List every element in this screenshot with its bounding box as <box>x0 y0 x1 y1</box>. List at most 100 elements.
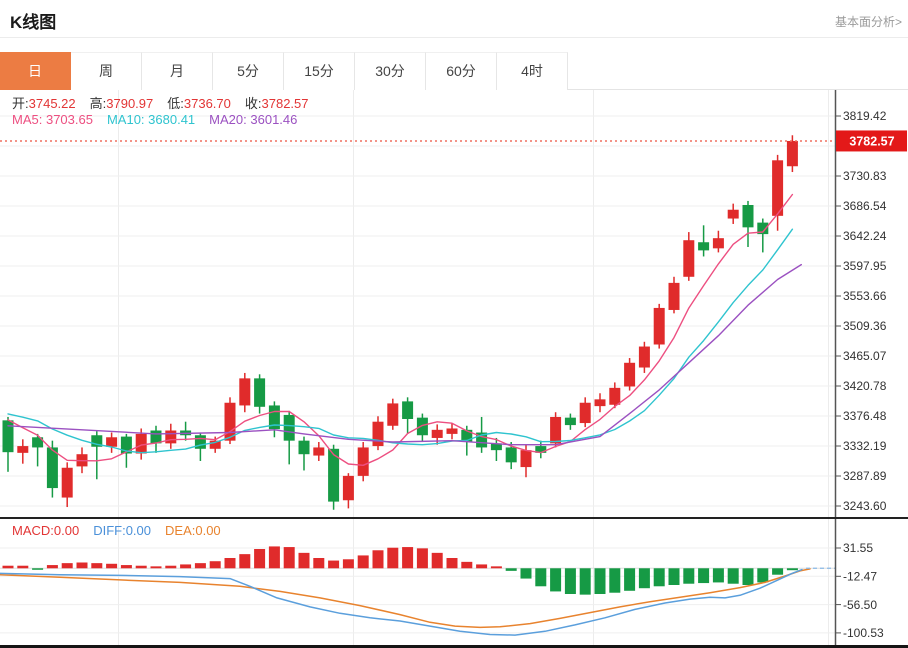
histogram-bar <box>579 568 591 595</box>
candle-body <box>727 209 739 219</box>
histogram-bar <box>757 568 769 583</box>
ma5-label: MA5: <box>12 112 43 127</box>
dea-value: 0.00 <box>195 523 221 538</box>
widget-bottom-border <box>0 645 908 648</box>
macd-histogram <box>2 546 798 595</box>
high-label: 高: <box>89 96 107 111</box>
histogram-bar <box>742 568 754 585</box>
axis-label: 3243.60 <box>843 499 887 513</box>
candle-body <box>17 446 29 453</box>
candle-body <box>786 140 798 167</box>
candle-wick <box>96 431 98 480</box>
histogram-bar <box>490 566 502 569</box>
candlestick-svg: 3819.423775.123730.833686.543642.243597.… <box>0 90 907 517</box>
candle-body <box>594 399 606 407</box>
candle-body <box>431 429 443 438</box>
current-price-badge <box>836 130 907 152</box>
tab-30min[interactable]: 30分 <box>355 52 426 90</box>
dea-label: DEA: <box>165 523 196 538</box>
histogram-bar <box>402 547 414 569</box>
histogram-bar <box>224 557 236 569</box>
candle-body <box>313 447 325 456</box>
histogram-bar <box>61 563 73 569</box>
histogram-bar <box>772 568 784 575</box>
candle-body <box>194 435 206 449</box>
candle-body <box>135 433 147 454</box>
histogram-bar <box>180 564 192 569</box>
close-value: 3782.57 <box>261 96 309 111</box>
histogram-bar <box>712 568 724 583</box>
candle-body <box>490 443 502 451</box>
candle-body <box>520 450 532 468</box>
candle-body <box>579 402 591 424</box>
candle-body <box>254 378 266 407</box>
candle-body <box>535 446 547 453</box>
axis-label: 3782.57 <box>849 134 894 148</box>
macd-chart[interactable]: 31.55 -12.47 -56.50 -100.53 MACD:0.00 DIFF:0… <box>0 519 908 645</box>
candle-body <box>683 240 695 277</box>
interval-tabbar: 日 周 月 5分 15分 30分 60分 4时 <box>0 52 908 90</box>
macd-svg: 31.55 -12.47 -56.50 -100.53 <box>0 519 884 645</box>
axis-label: 31.55 <box>843 541 873 555</box>
diff-value: 0.00 <box>125 523 152 538</box>
histogram-bar <box>254 548 266 569</box>
candle-body <box>46 447 58 489</box>
candle-body <box>357 447 369 476</box>
tab-5min[interactable]: 5分 <box>213 52 284 90</box>
histogram-bar <box>313 557 325 569</box>
candle-body <box>387 403 399 426</box>
histogram-bar <box>786 568 798 571</box>
axis-label: 3509.36 <box>843 319 887 333</box>
ma20-value: 3601.46 <box>250 112 298 127</box>
histogram-bar <box>683 568 695 584</box>
candle-body <box>624 362 636 387</box>
pane-divider <box>0 517 908 519</box>
histogram-bar <box>505 568 517 571</box>
histogram-bar <box>32 568 44 570</box>
histogram-bar <box>76 562 88 569</box>
histogram-bar <box>150 566 162 569</box>
tab-4hour[interactable]: 4时 <box>497 52 568 90</box>
fundamental-analysis-link[interactable]: 基本面分析> <box>834 15 902 29</box>
candle-body <box>268 405 280 430</box>
ma10-label: MA10: <box>106 112 145 127</box>
candle-wick <box>762 218 764 253</box>
axis-label: 3730.83 <box>843 169 887 183</box>
histogram-bar <box>239 554 251 569</box>
tab-15min[interactable]: 15分 <box>284 52 355 90</box>
ma-readout: MA5: 3703.65 MA10: 3680.41 MA20: 3601.46 <box>12 112 297 127</box>
histogram-bar <box>594 568 606 594</box>
page-title: K线图 <box>10 13 57 32</box>
candle-body <box>446 428 458 434</box>
ohlc-readout: 开:3745.22 高:3790.97 低:3736.70 收:3782.57 <box>12 93 309 112</box>
candle-body <box>757 222 769 235</box>
candle-body <box>91 435 103 447</box>
macd-value: 0.00 <box>53 523 80 538</box>
ma20-line <box>7 263 802 446</box>
candle-body <box>505 447 517 463</box>
histogram-bar <box>431 552 443 569</box>
macd-readout: MACD:0.00 DIFF:0.00 DEA:0.00 <box>12 523 221 538</box>
high-value: 3790.97 <box>106 96 154 111</box>
candle-body <box>668 282 680 310</box>
axis-label: -12.47 <box>843 569 877 583</box>
axis-label: 3597.95 <box>843 259 887 273</box>
histogram-bar <box>564 568 576 594</box>
candle-body <box>712 238 724 249</box>
histogram-bar <box>550 568 562 592</box>
histogram-bar <box>46 565 58 569</box>
histogram-bar <box>387 547 399 569</box>
axis-label: 3553.66 <box>843 289 887 303</box>
tab-month[interactable]: 月 <box>142 52 213 90</box>
main-candlestick-chart[interactable]: 3819.423775.123730.833686.543642.243597.… <box>0 90 908 517</box>
axis-label: 3819.42 <box>843 109 887 123</box>
histogram-bar <box>342 559 354 569</box>
tab-60min[interactable]: 60分 <box>426 52 497 90</box>
candle-body <box>150 430 162 444</box>
tab-week[interactable]: 周 <box>71 52 142 90</box>
tab-day[interactable]: 日 <box>0 52 71 90</box>
histogram-bar <box>638 568 650 589</box>
axis-label: 3287.89 <box>843 469 887 483</box>
histogram-bar <box>698 568 710 584</box>
histogram-bar <box>165 565 177 569</box>
